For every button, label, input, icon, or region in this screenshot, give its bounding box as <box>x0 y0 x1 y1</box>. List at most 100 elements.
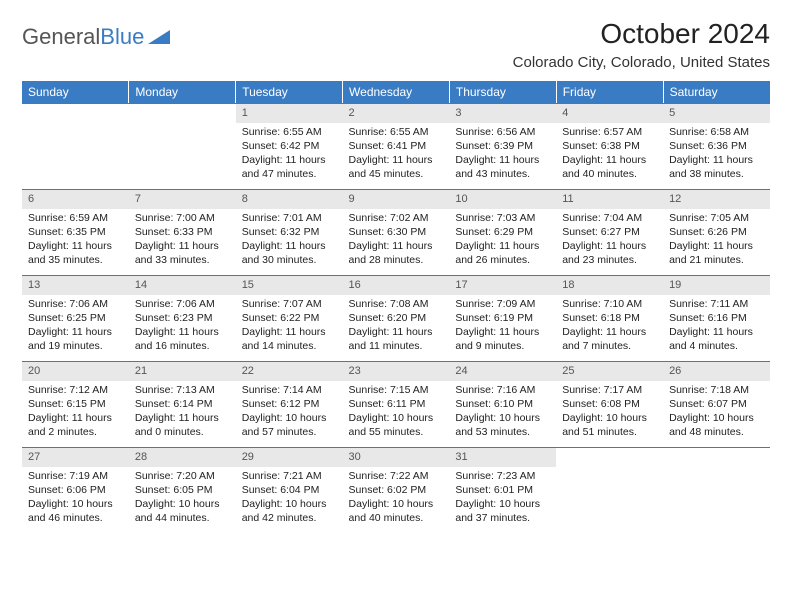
sunrise-line: Sunrise: 7:10 AM <box>562 297 657 311</box>
calendar-cell: 4Sunrise: 6:57 AMSunset: 6:38 PMDaylight… <box>556 103 663 189</box>
day-content: Sunrise: 6:57 AMSunset: 6:38 PMDaylight:… <box>556 123 663 186</box>
sunrise-line: Sunrise: 7:07 AM <box>242 297 337 311</box>
calendar-cell: 5Sunrise: 6:58 AMSunset: 6:36 PMDaylight… <box>663 103 770 189</box>
day-number: 12 <box>663 189 770 209</box>
day-content: Sunrise: 7:13 AMSunset: 6:14 PMDaylight:… <box>129 381 236 444</box>
sunrise-line: Sunrise: 7:15 AM <box>349 383 444 397</box>
daylight-line: Daylight: 11 hours and 47 minutes. <box>242 153 337 181</box>
logo-triangle-icon <box>148 24 170 50</box>
sunset-line: Sunset: 6:38 PM <box>562 139 657 153</box>
day-number: 28 <box>129 447 236 467</box>
day-content: Sunrise: 7:19 AMSunset: 6:06 PMDaylight:… <box>22 467 129 530</box>
sunset-line: Sunset: 6:33 PM <box>135 225 230 239</box>
sunset-line: Sunset: 6:12 PM <box>242 397 337 411</box>
day-content: Sunrise: 7:21 AMSunset: 6:04 PMDaylight:… <box>236 467 343 530</box>
calendar-cell: 23Sunrise: 7:15 AMSunset: 6:11 PMDayligh… <box>343 361 450 447</box>
daylight-line: Daylight: 11 hours and 43 minutes. <box>455 153 550 181</box>
sunset-line: Sunset: 6:11 PM <box>349 397 444 411</box>
calendar-cell: 16 Sunrise: 7:08 AMSunset: 6:20 PMDayligh… <box>343 275 450 361</box>
sunset-line: Sunset: 6:29 PM <box>455 225 550 239</box>
daylight-line: Daylight: 11 hours and 11 minutes. <box>349 325 444 353</box>
daylight-line: Daylight: 11 hours and 19 minutes. <box>28 325 123 353</box>
day-content: Sunrise: 7:06 AMSunset: 6:25 PMDaylight:… <box>22 295 129 358</box>
day-content: Sunrise: 7:12 AMSunset: 6:15 PMDaylight:… <box>22 381 129 444</box>
calendar-cell: 1Sunrise: 6:55 AMSunset: 6:42 PMDaylight… <box>236 103 343 189</box>
day-content: Sunrise: 7:06 AMSunset: 6:23 PMDaylight:… <box>129 295 236 358</box>
day-number-empty <box>556 447 663 465</box>
daylight-line: Daylight: 11 hours and 4 minutes. <box>669 325 764 353</box>
sunset-line: Sunset: 6:10 PM <box>455 397 550 411</box>
daylight-line: Daylight: 11 hours and 2 minutes. <box>28 411 123 439</box>
sunset-line: Sunset: 6:27 PM <box>562 225 657 239</box>
sunrise-line: Sunrise: 7:00 AM <box>135 211 230 225</box>
day-content: Sunrise: 7:09 AMSunset: 6:19 PMDaylight:… <box>449 295 556 358</box>
calendar-cell: 8Sunrise: 7:01 AMSunset: 6:32 PMDaylight… <box>236 189 343 275</box>
calendar-cell: 15Sunrise: 7:07 AMSunset: 6:22 PMDayligh… <box>236 275 343 361</box>
sunset-line: Sunset: 6:26 PM <box>669 225 764 239</box>
calendar-cell <box>556 447 663 533</box>
calendar-cell: 20Sunrise: 7:12 AMSunset: 6:15 PMDayligh… <box>22 361 129 447</box>
day-content: Sunrise: 7:07 AMSunset: 6:22 PMDaylight:… <box>236 295 343 358</box>
daylight-line: Daylight: 11 hours and 14 minutes. <box>242 325 337 353</box>
daylight-line: Daylight: 11 hours and 28 minutes. <box>349 239 444 267</box>
day-number: 2 <box>343 103 450 123</box>
day-header: Sunday <box>22 81 129 103</box>
daylight-line: Daylight: 11 hours and 30 minutes. <box>242 239 337 267</box>
daylight-line: Daylight: 11 hours and 9 minutes. <box>455 325 550 353</box>
day-number: 11 <box>556 189 663 209</box>
calendar-cell: 7Sunrise: 7:00 AMSunset: 6:33 PMDaylight… <box>129 189 236 275</box>
daylight-line: Daylight: 11 hours and 40 minutes. <box>562 153 657 181</box>
sunset-line: Sunset: 6:05 PM <box>135 483 230 497</box>
sunrise-line: Sunrise: 7:16 AM <box>455 383 550 397</box>
calendar-table: SundayMondayTuesdayWednesdayThursdayFrid… <box>22 81 770 533</box>
location-subtitle: Colorado City, Colorado, United States <box>513 54 770 71</box>
day-content: Sunrise: 7:20 AMSunset: 6:05 PMDaylight:… <box>129 467 236 530</box>
day-number: 31 <box>449 447 556 467</box>
calendar-cell: 17Sunrise: 7:09 AMSunset: 6:19 PMDayligh… <box>449 275 556 361</box>
sunrise-line: Sunrise: 7:04 AM <box>562 211 657 225</box>
sunrise-line: Sunrise: 7:19 AM <box>28 469 123 483</box>
daylight-line: Daylight: 11 hours and 45 minutes. <box>349 153 444 181</box>
sunset-line: Sunset: 6:01 PM <box>455 483 550 497</box>
daylight-line: Daylight: 11 hours and 26 minutes. <box>455 239 550 267</box>
sunrise-line: Sunrise: 7:08 AM <box>349 297 444 311</box>
sunrise-line: Sunrise: 6:55 AM <box>242 125 337 139</box>
calendar-cell: 27Sunrise: 7:19 AMSunset: 6:06 PMDayligh… <box>22 447 129 533</box>
day-number: 13 <box>22 275 129 295</box>
sunset-line: Sunset: 6:39 PM <box>455 139 550 153</box>
sunrise-line: Sunrise: 6:59 AM <box>28 211 123 225</box>
day-number: 30 <box>343 447 450 467</box>
sunrise-line: Sunrise: 7:13 AM <box>135 383 230 397</box>
calendar-cell: 12Sunrise: 7:05 AMSunset: 6:26 PMDayligh… <box>663 189 770 275</box>
logo-text-blue: Blue <box>100 24 144 50</box>
day-number: 27 <box>22 447 129 467</box>
sunset-line: Sunset: 6:20 PM <box>349 311 444 325</box>
daylight-line: Daylight: 11 hours and 33 minutes. <box>135 239 230 267</box>
sunrise-line: Sunrise: 7:18 AM <box>669 383 764 397</box>
day-number: 8 <box>236 189 343 209</box>
daylight-line: Daylight: 10 hours and 37 minutes. <box>455 497 550 525</box>
sunrise-line: Sunrise: 7:22 AM <box>349 469 444 483</box>
calendar-cell <box>129 103 236 189</box>
sunset-line: Sunset: 6:30 PM <box>349 225 444 239</box>
month-title: October 2024 <box>513 18 770 50</box>
calendar-cell: 22Sunrise: 7:14 AMSunset: 6:12 PMDayligh… <box>236 361 343 447</box>
sunrise-line: Sunrise: 6:55 AM <box>349 125 444 139</box>
sunset-line: Sunset: 6:35 PM <box>28 225 123 239</box>
calendar-cell: 30Sunrise: 7:22 AMSunset: 6:02 PMDayligh… <box>343 447 450 533</box>
day-number: 16 <box>343 275 450 295</box>
day-number: 22 <box>236 361 343 381</box>
calendar-cell: 11Sunrise: 7:04 AMSunset: 6:27 PMDayligh… <box>556 189 663 275</box>
calendar-cell: 2Sunrise: 6:55 AMSunset: 6:41 PMDaylight… <box>343 103 450 189</box>
sunset-line: Sunset: 6:22 PM <box>242 311 337 325</box>
sunrise-line: Sunrise: 7:06 AM <box>28 297 123 311</box>
day-number: 3 <box>449 103 556 123</box>
day-number: 15 <box>236 275 343 295</box>
sunrise-line: Sunrise: 7:09 AM <box>455 297 550 311</box>
day-header: Friday <box>556 81 663 103</box>
sunset-line: Sunset: 6:25 PM <box>28 311 123 325</box>
calendar-cell <box>22 103 129 189</box>
day-number: 6 <box>22 189 129 209</box>
day-number-empty <box>129 103 236 121</box>
sunset-line: Sunset: 6:19 PM <box>455 311 550 325</box>
